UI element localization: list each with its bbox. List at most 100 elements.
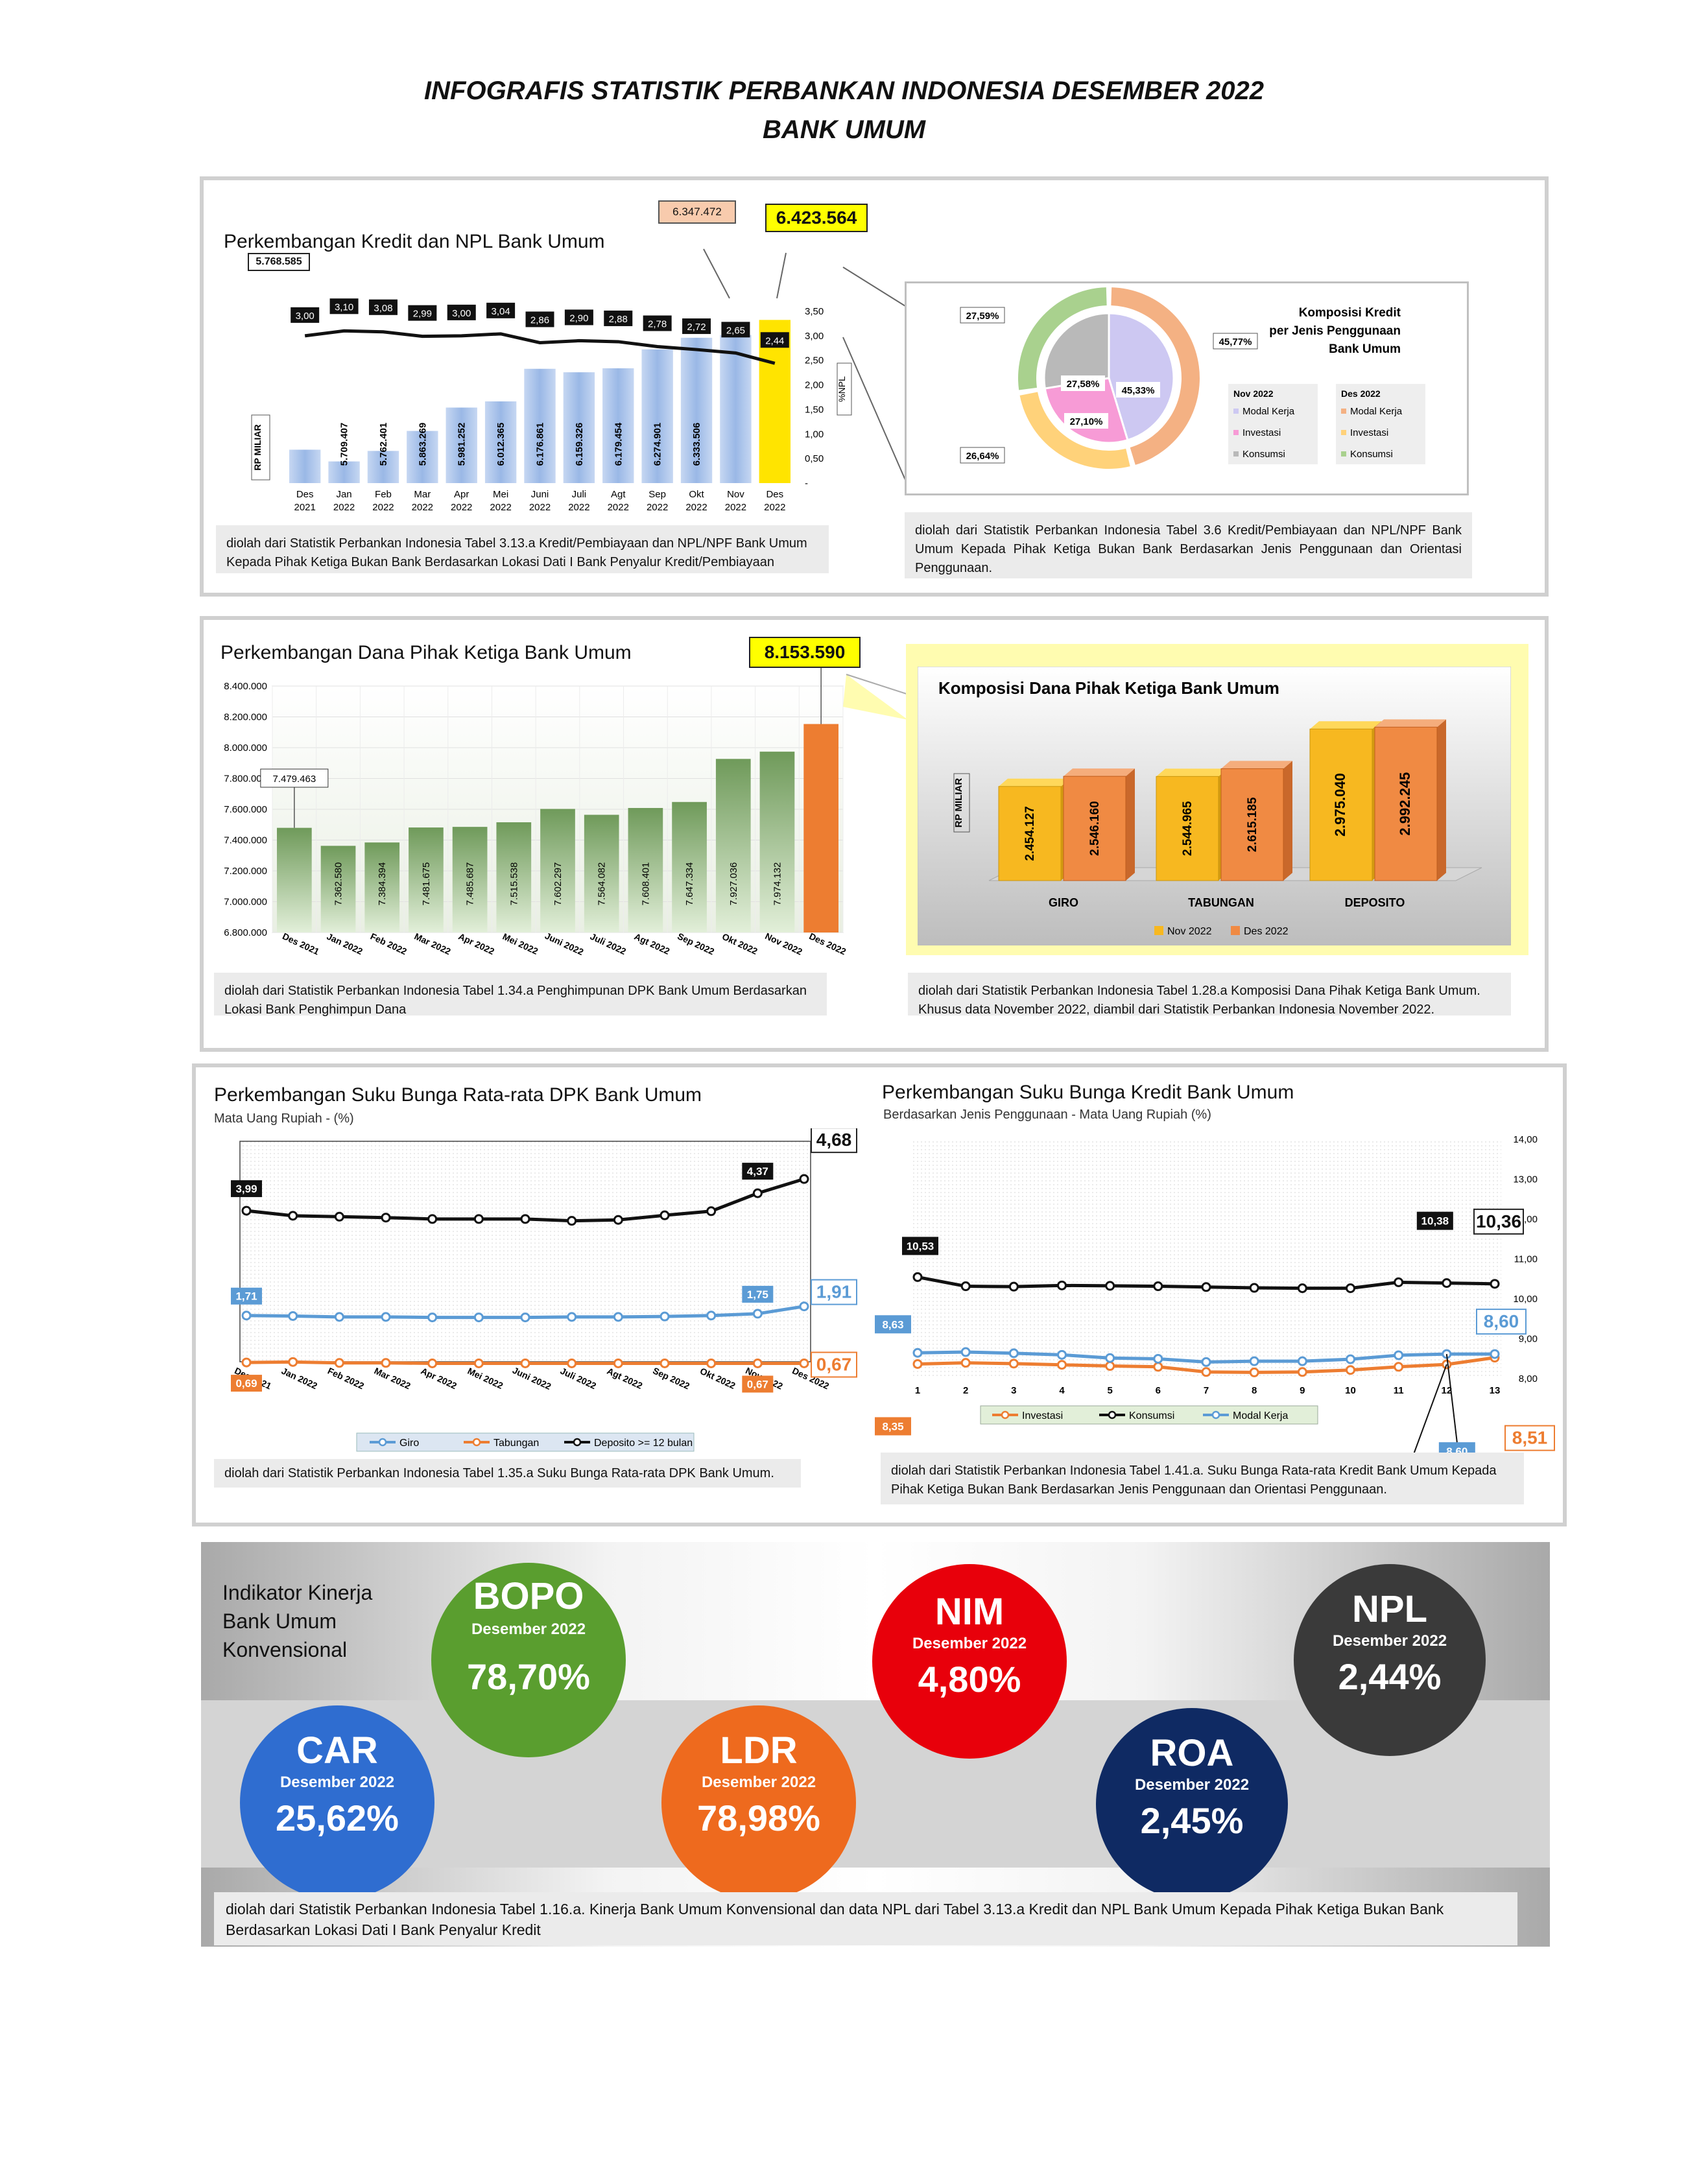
kredit-y-axis-label: RP MILIAR: [252, 424, 263, 470]
rdpk-point: [334, 1312, 344, 1322]
dpkk-bar-side: [1126, 768, 1135, 881]
rkr-point: [912, 1272, 923, 1282]
rkr-x-tick-label: 11: [1394, 1385, 1404, 1396]
kredit-y2-tick-label: 2,50: [805, 355, 824, 366]
dpk-y-tick-label: 7.400.000: [224, 835, 267, 846]
indicator-heading: Indikator Kinerja Bank Umum Konvensional: [222, 1578, 372, 1664]
rdpk-data-label: 4,68: [816, 1130, 852, 1150]
rdpk-point: [613, 1312, 623, 1322]
kredit-x-tick-label: 2022: [568, 502, 589, 513]
nim-value: 4,80%: [918, 1659, 1021, 1700]
npl-label-box: [368, 299, 398, 315]
dpk-y-tick-label: 8.000.000: [224, 742, 267, 754]
pie-legend-label: Konsumsi: [1242, 449, 1285, 460]
dpk-bar: [452, 827, 488, 932]
rkr-point: [1297, 1367, 1307, 1377]
rdpk-point: [241, 1357, 252, 1368]
rkr-legend-label: Konsumsi: [1129, 1410, 1174, 1421]
nim-bubble: NIM Desember 2022 4,80%: [872, 1564, 1067, 1759]
kredit-value-label: 5.863.269: [417, 423, 428, 466]
dpkk-bar-top: [1375, 719, 1446, 728]
rkr-point: [1490, 1349, 1500, 1359]
rkr-point: [1346, 1365, 1355, 1375]
page-title: INFOGRAFIS STATISTIK PERBANKAN INDONESIA…: [424, 77, 1264, 105]
roa-label: ROA: [1150, 1732, 1234, 1774]
rkr-point: [1394, 1362, 1404, 1372]
rdpk-x-tick-label: Sep 2022: [651, 1365, 691, 1391]
rdpk-legend-marker: [472, 1438, 481, 1447]
pie-outer-label-box: [960, 307, 1005, 324]
dpkk-category-label: TABUNGAN: [1188, 896, 1254, 909]
pie-outer-label-box: [1213, 333, 1258, 350]
rkr-legend-label: Modal Kerja: [1233, 1410, 1288, 1421]
rdpk-data-label: 0,67: [747, 1378, 768, 1390]
rdpk-data-label: 3,99: [235, 1183, 257, 1195]
pie-legend-label: Konsumsi: [1350, 449, 1393, 460]
rkr-point: [912, 1347, 923, 1358]
dpk-y-tick-label: 7.200.000: [224, 866, 267, 877]
rdpk-point: [427, 1214, 438, 1224]
kredit-x-tick-label: 2022: [529, 502, 551, 513]
rdpk-x-tick-label: Jan 2022: [280, 1366, 320, 1392]
kredit-y-axis-label-box: [251, 414, 270, 481]
rkr-point: [1442, 1278, 1452, 1288]
rkr-point: [1394, 1277, 1404, 1287]
kredit-x-tick-label: 2022: [647, 502, 668, 513]
dpkk-legend-swatch: [1231, 926, 1240, 935]
rkr-x-tick-label: 10: [1345, 1385, 1356, 1396]
kredit-value-label: 6.179.454: [613, 422, 624, 466]
rdpk-data-label-box: [811, 1279, 857, 1305]
dpkk-legend-label: Des 2022: [1244, 926, 1289, 937]
kredit-y2-tick-label: 3,00: [805, 331, 824, 342]
rkr-legend-marker: [1108, 1410, 1117, 1419]
pie-title: Komposisi Kredit: [1299, 306, 1401, 320]
rdpk-point: [660, 1358, 670, 1368]
dpk-value-label: 7.485.687: [465, 862, 476, 906]
pie-inner-label: 27,58%: [1067, 379, 1100, 390]
dpk-y-tick-label: 8.200.000: [224, 712, 267, 723]
rdpk-legend-marker: [573, 1438, 582, 1447]
dpk-value-label: 7.602.297: [553, 862, 564, 906]
credit-source-note: diolah dari Statistik Perbankan Indonesi…: [216, 525, 829, 573]
kredit-x-tick-label: 2022: [764, 502, 785, 513]
rdpk-point: [288, 1311, 298, 1321]
kredit-x-tick-label: Jan: [336, 489, 351, 500]
ldr-bubble: LDR Desember 2022 78,98%: [661, 1705, 856, 1900]
rdpk-x-tick-label: Agt 2022: [606, 1366, 645, 1391]
indicator-heading-line1: Indikator Kinerja: [222, 1581, 373, 1604]
kredit-bar: [484, 401, 517, 483]
rdpk-data-label-box: [742, 1375, 774, 1393]
dpk-bar: [320, 846, 356, 932]
rkr-x-tick-label: 8: [1252, 1385, 1257, 1396]
pie-legend-swatch: [1233, 430, 1239, 435]
rkr-point: [1008, 1348, 1019, 1359]
rdpk-point: [799, 1174, 809, 1184]
car-period: Desember 2022: [279, 1774, 395, 1791]
kredit-bar: [720, 335, 752, 483]
rkr-point: [1201, 1367, 1211, 1377]
rkr-point: [1249, 1356, 1259, 1366]
kredit-x-tick-label: 2022: [372, 502, 394, 513]
rkr-point: [1008, 1359, 1019, 1369]
rdpk-data-label: 1,75: [747, 1288, 768, 1301]
dpk-bar: [364, 842, 400, 932]
dpk-chart-title: Perkembangan Dana Pihak Ketiga Bank Umum: [220, 642, 632, 663]
rdpk-point: [752, 1188, 763, 1198]
npl-label: NPL: [1352, 1588, 1427, 1630]
kredit-bar: [328, 461, 360, 483]
dpkk-bar-side: [1283, 761, 1292, 881]
npl-label: 2,86: [530, 315, 549, 326]
rdpk-point: [520, 1214, 530, 1224]
rdpk-legend-box: [356, 1432, 695, 1452]
kredit-rate-subtitle: Berdasarkan Jenis Penggunaan - Mata Uang…: [883, 1108, 1211, 1122]
npl-label-box: [604, 310, 633, 326]
dpk-rate-source-note: diolah dari Statistik Perbankan Indonesi…: [214, 1459, 801, 1488]
npl-label: 2,90: [569, 313, 588, 324]
car-value: 25,62%: [276, 1798, 399, 1838]
rdpk-data-label: 0,67: [816, 1354, 852, 1374]
dpkk-bar-top: [1064, 768, 1135, 777]
rdpk-point: [334, 1211, 344, 1222]
rkr-x-tick-label: 3: [1011, 1385, 1016, 1396]
rkr-legend-marker: [1211, 1410, 1220, 1419]
